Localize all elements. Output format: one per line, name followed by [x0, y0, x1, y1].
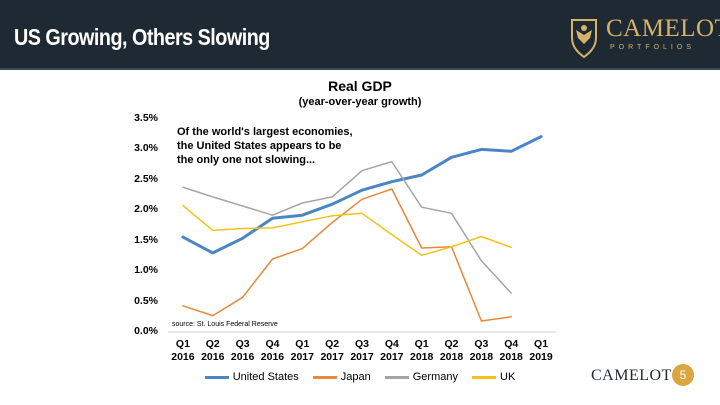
legend-item: Japan	[312, 371, 371, 383]
series-line-japan	[182, 188, 512, 322]
y-tick-label: 3.5%	[134, 112, 158, 124]
eagle-icon	[571, 19, 597, 58]
x-tick-label: Q3 2017	[350, 338, 374, 363]
legend-swatch	[384, 375, 409, 379]
footer-logo: CAMELOT	[591, 367, 672, 384]
page-number-badge: 5	[672, 364, 694, 386]
x-tick-label: Q4 2018	[499, 338, 523, 363]
y-tick-label: 3.0%	[134, 142, 158, 155]
x-tick-label: Q1 2016	[171, 338, 195, 363]
y-tick-label: 2.5%	[134, 172, 158, 185]
x-tick-label: Q2 2018	[439, 338, 464, 363]
y-tick-label: 1.0%	[134, 264, 158, 277]
legend-label: Germany	[412, 371, 458, 383]
legend-item: Germany	[384, 371, 458, 383]
camelot-logo: CAMELOT PORTFOLIOS	[566, 14, 720, 60]
legend-swatch	[472, 375, 496, 379]
x-tick-label: Q1 2018	[410, 338, 434, 363]
page-title: US Growing, Others Slowing	[14, 24, 270, 50]
logo-text: CAMELOT	[606, 15, 720, 42]
chart-legend: United States Japan Germany UK	[0, 371, 720, 383]
series-line-united-states	[181, 135, 543, 255]
legend-swatch	[312, 375, 337, 379]
y-tick-label: 2.0%	[134, 203, 158, 216]
legend-label: UK	[500, 371, 516, 383]
annotation-line: the only one not slowing...	[177, 154, 316, 166]
legend-item: UK	[472, 371, 515, 383]
y-tick-label: 0.0%	[134, 325, 158, 337]
annotation-line: the United States appears to be	[177, 140, 342, 152]
legend-item: United States	[204, 371, 299, 383]
x-tick-label: Q4 2016	[260, 338, 285, 363]
header-bar: US Growing, Others Slowing CAMELOT PORTF…	[0, 0, 720, 70]
series-line-uk	[182, 204, 512, 257]
legend-swatch	[204, 375, 229, 379]
source-note: source: St. Louis Federal Reserve	[172, 321, 278, 328]
x-tick-label: Q2 2017	[320, 338, 344, 363]
legend-label: Japan	[340, 371, 371, 383]
x-tick-label: Q3 2016	[230, 338, 255, 363]
legend-label: United States	[232, 371, 299, 383]
x-tick-label: Q1 2019	[529, 338, 553, 363]
chart-subtitle: (year-over-year growth)	[298, 96, 422, 108]
logo-subtext: PORTFOLIOS	[610, 44, 695, 51]
y-tick-label: 1.5%	[134, 233, 158, 246]
x-tick-label: Q2 2016	[201, 338, 225, 363]
x-tick-label: Q4 2017	[380, 338, 404, 363]
chart-annotation: Of the world's largest economies, the Un…	[177, 125, 377, 167]
y-tick-label: 0.5%	[134, 294, 158, 307]
x-tick-label: Q3 2018	[469, 338, 494, 363]
chart-title: Real GDP	[328, 78, 392, 94]
annotation-line: Of the world's largest economies,	[177, 126, 353, 138]
x-tick-label: Q1 2017	[290, 338, 314, 363]
series-line-germany	[182, 160, 512, 294]
